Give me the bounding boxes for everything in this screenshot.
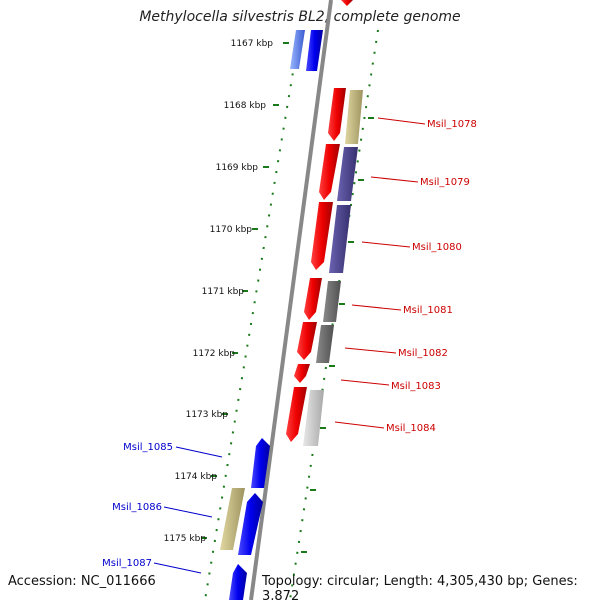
gene-label-msil-1079[interactable]: Msil_1079 xyxy=(420,177,470,188)
gene-label-msil-1080[interactable]: Msil_1080 xyxy=(412,242,462,253)
tick-label-1173: 1173 kbp xyxy=(186,410,229,420)
gene-label-msil-1083[interactable]: Msil_1083 xyxy=(391,381,441,392)
tick-label-1167: 1167 kbp xyxy=(231,39,274,49)
cds-box-msil-1078-partner[interactable] xyxy=(345,90,363,144)
cds-arrow-partial-top[interactable] xyxy=(341,0,353,6)
gene-label-msil-1086[interactable]: Msil_1086 xyxy=(112,502,162,513)
map-title: Methylocella silvestris BL2, complete ge… xyxy=(139,9,461,25)
genome-backbone xyxy=(249,0,333,600)
genome-summary-text: Topology: circular; Length: 4,305,430 bp… xyxy=(262,574,578,600)
tick-label-1169: 1169 kbp xyxy=(216,163,259,173)
cds-arrow-msil-1084[interactable] xyxy=(286,387,307,442)
gene-label-msil-1084[interactable]: Msil_1084 xyxy=(386,423,436,434)
tick-label-1170: 1170 kbp xyxy=(210,225,253,235)
cds-box-msil-1086-partner[interactable] xyxy=(220,488,245,550)
reverse-gene-labels: Msil_1078 Msil_1079 Msil_1080 Msil_1081 … xyxy=(386,119,477,434)
cds-arrow-forward-top-light[interactable] xyxy=(290,30,305,69)
cds-arrow-msil-1087[interactable] xyxy=(229,564,247,600)
cds-arrow-msil-1081[interactable] xyxy=(304,278,322,320)
cds-arrow-msil-1082[interactable] xyxy=(297,322,317,360)
gene-label-msil-1078[interactable]: Msil_1078 xyxy=(427,119,477,130)
cds-arrow-msil-1079[interactable] xyxy=(319,144,340,200)
gene-label-msil-1081[interactable]: Msil_1081 xyxy=(403,305,453,316)
cds-box-msil-1079-partner[interactable] xyxy=(337,147,358,201)
reverse-gene-leaders xyxy=(334,117,426,429)
forward-gene-leaders xyxy=(153,446,223,574)
gene-label-msil-1087[interactable]: Msil_1087 xyxy=(102,558,152,569)
outer-ruler xyxy=(289,29,379,600)
tick-label-1168: 1168 kbp xyxy=(224,101,267,111)
forward-gene-labels: Msil_1085 Msil_1086 Msil_1087 xyxy=(102,442,173,569)
cds-arrow-msil-1080[interactable] xyxy=(311,202,333,270)
inner-ruler xyxy=(201,29,301,600)
cds-box-msil-1081-partner[interactable] xyxy=(323,281,341,322)
cds-arrow-msil-1085[interactable] xyxy=(251,438,270,488)
tick-label-1174: 1174 kbp xyxy=(175,472,218,482)
tick-label-1175: 1175 kbp xyxy=(164,534,207,544)
cds-box-msil-1084-partner[interactable] xyxy=(303,390,324,446)
tick-label-1171: 1171 kbp xyxy=(202,287,245,297)
cds-arrow-msil-1083[interactable] xyxy=(294,364,310,383)
tick-label-1172: 1172 kbp xyxy=(193,349,236,359)
cds-box-msil-1080-partner[interactable] xyxy=(329,205,351,273)
accession-text: Accession: NC_011666 xyxy=(8,574,156,589)
gene-label-msil-1082[interactable]: Msil_1082 xyxy=(398,348,448,359)
cds-arrow-msil-1086[interactable] xyxy=(238,493,263,555)
gene-label-msil-1085[interactable]: Msil_1085 xyxy=(123,442,173,453)
cds-arrow-forward-top[interactable] xyxy=(306,30,323,71)
ruler-tick-labels: 1167 kbp 1168 kbp 1169 kbp 1170 kbp 1171… xyxy=(164,39,274,544)
cds-arrow-msil-1078[interactable] xyxy=(328,88,346,141)
cds-box-msil-1082-partner[interactable] xyxy=(316,325,334,363)
